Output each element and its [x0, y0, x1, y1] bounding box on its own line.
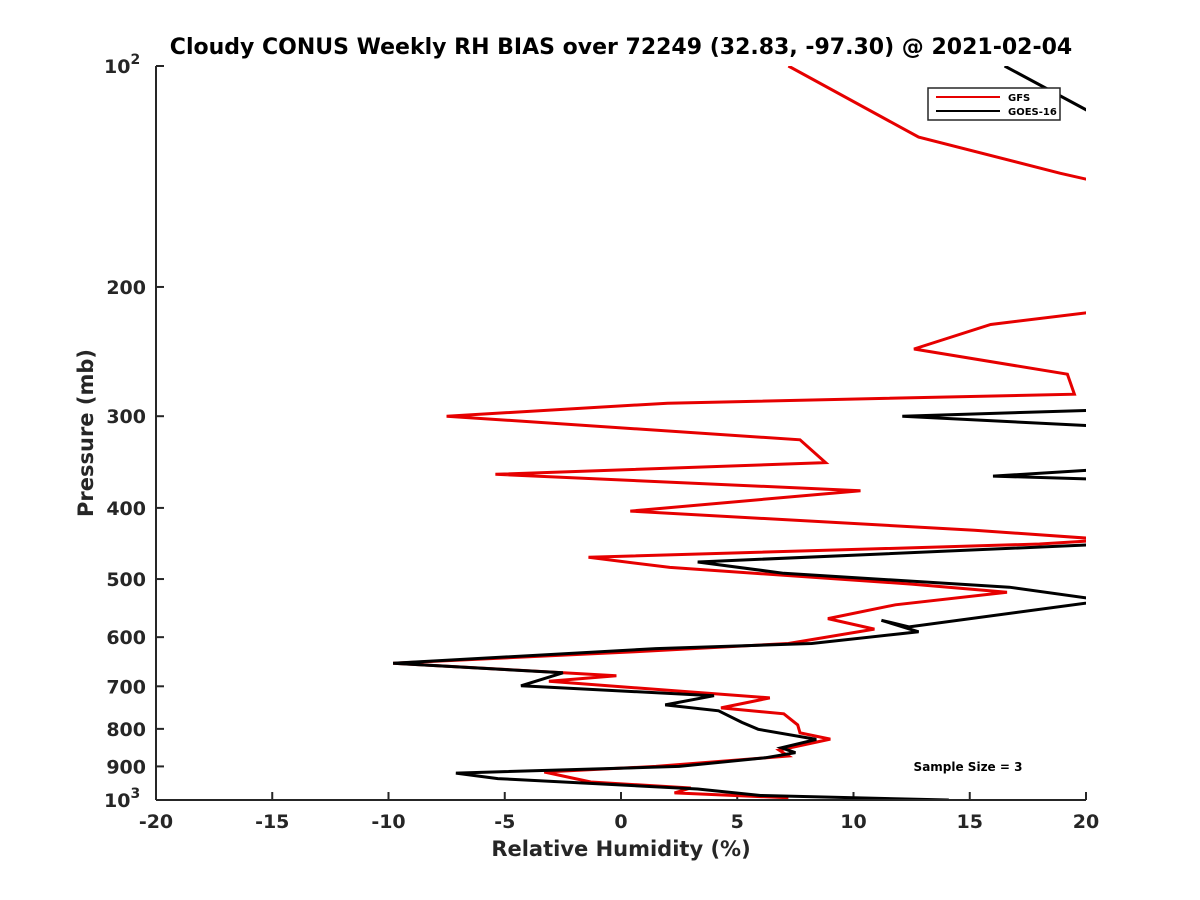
- tick-layer: -20 -15 -10 -5 0 5 10 15 20 102 200 300 400 500 600 700…: [104, 52, 1099, 833]
- x-tick-label: 20: [1073, 811, 1099, 833]
- y-tick-label: 200: [106, 277, 146, 299]
- legend-label: GFS: [1008, 93, 1030, 104]
- y-tick-label: 700: [106, 676, 146, 698]
- legend: GFS GOES-16: [927, 87, 1061, 121]
- y-axis-label: Pressure (mb): [74, 349, 98, 517]
- series-line-goes-16-3: [992, 468, 1086, 481]
- x-tick-label: 5: [731, 811, 744, 833]
- series-line-goes-16-2: [902, 409, 1086, 428]
- series-line-goes-16-1: [1003, 66, 1086, 112]
- x-tick-label: -20: [139, 811, 173, 833]
- x-tick-label: 0: [614, 811, 627, 833]
- x-tick-label: -5: [494, 811, 515, 833]
- chart-title: Cloudy CONUS Weekly RH BIAS over 72249 (…: [170, 35, 1072, 60]
- y-tick-label: 600: [106, 627, 146, 649]
- axes-layer: [155, 66, 1086, 801]
- legend-box: [927, 87, 1061, 121]
- y-tick-label: 103: [104, 786, 140, 812]
- y-tick-label: 500: [106, 569, 146, 591]
- legend-label: GOES-16: [1008, 107, 1057, 118]
- series-layer: [393, 66, 1086, 800]
- y-tick-label: 900: [106, 756, 146, 778]
- x-axis-label: Relative Humidity (%): [491, 837, 750, 861]
- y-tick-label: 400: [106, 498, 146, 520]
- x-tick-label: 10: [840, 811, 866, 833]
- series-line-gfs-2: [393, 311, 1086, 800]
- sample-size-annotation: Sample Size = 3: [914, 760, 1023, 774]
- x-tick-label: 15: [957, 811, 983, 833]
- y-tick-label: 102: [104, 52, 140, 78]
- y-tick-label: 800: [106, 719, 146, 741]
- x-tick-label: -10: [371, 811, 405, 833]
- x-tick-label: -15: [255, 811, 289, 833]
- series-line-goes-16-4: [393, 543, 1086, 800]
- y-tick-label: 300: [106, 406, 146, 428]
- series-line-gfs-1: [787, 66, 1086, 181]
